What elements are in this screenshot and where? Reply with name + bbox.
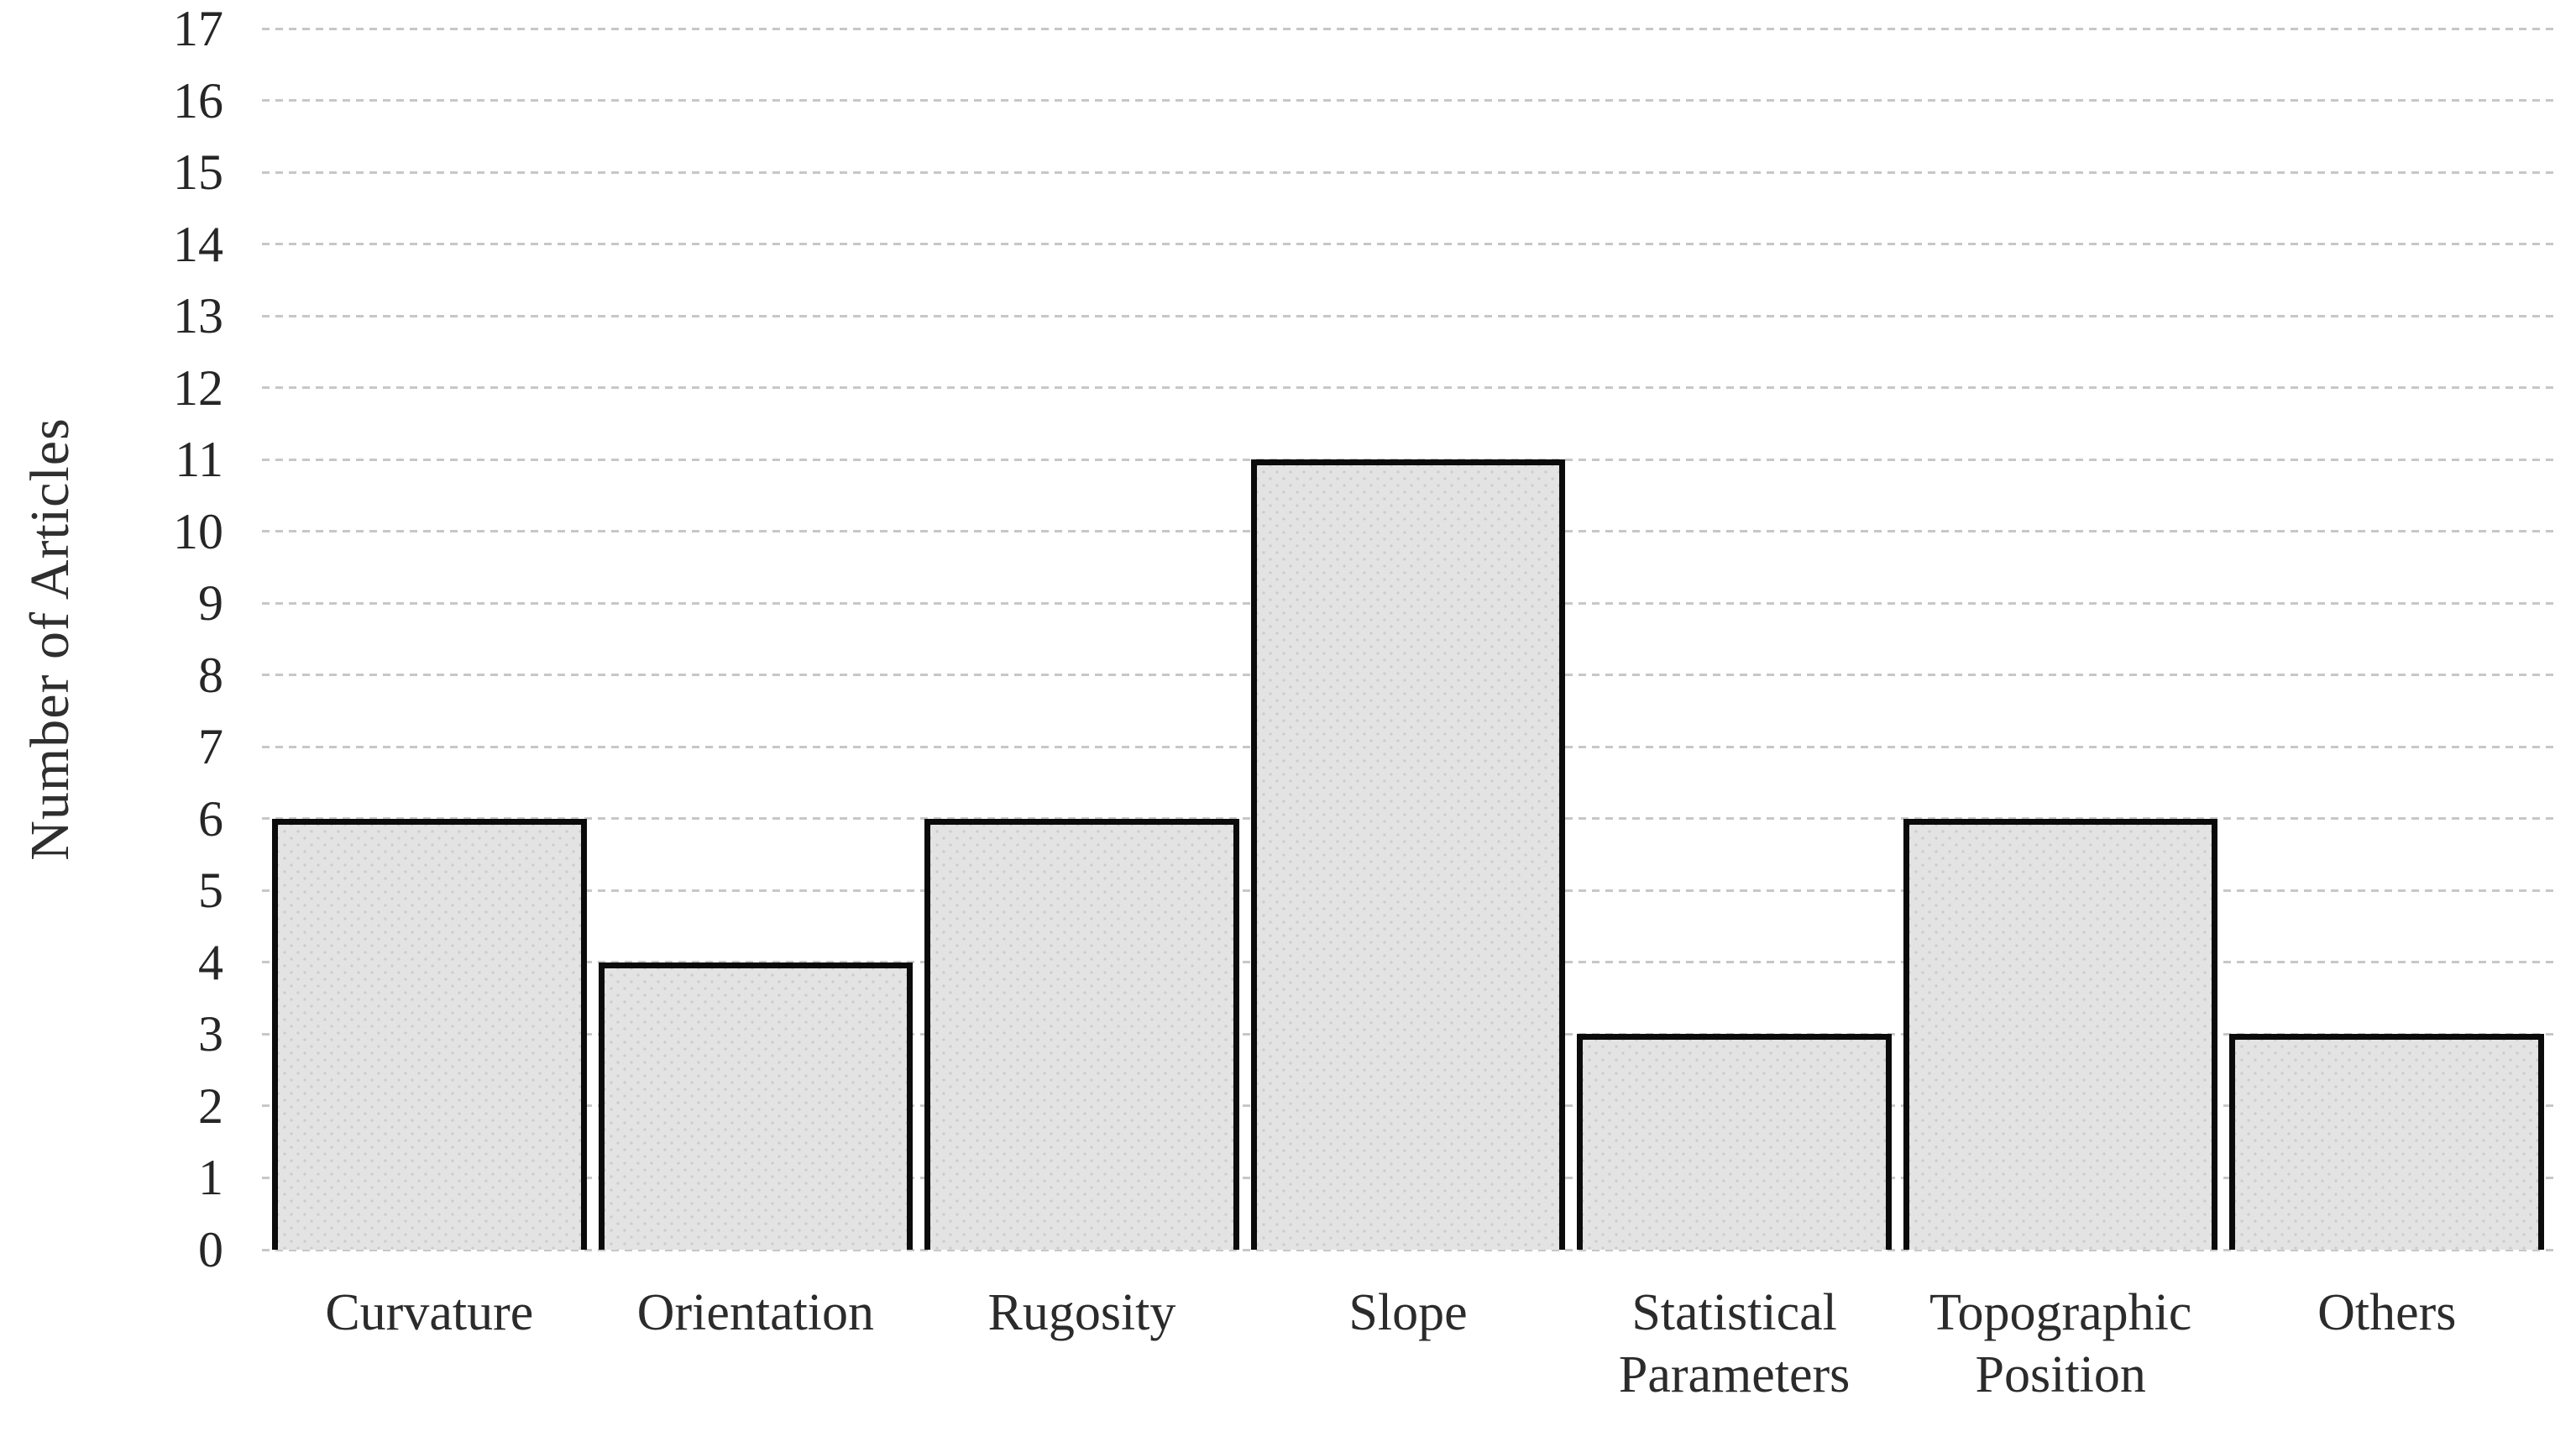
x-label-rugosity: Rugosity [987, 1284, 1176, 1341]
plot-area [262, 27, 2554, 1251]
y-tick-label-8: 8 [198, 647, 223, 703]
x-axis-labels: Curvature Orientation Rugosity Slope Statist… [262, 1282, 2554, 1406]
gridline-0 [262, 1248, 2554, 1251]
y-tick-label-5: 5 [198, 863, 223, 919]
bar-orientation [598, 962, 914, 1250]
x-label-curvature: Curvature [325, 1284, 534, 1341]
y-tick-label-15: 15 [173, 144, 223, 201]
x-label-orientation: Orientation [636, 1284, 875, 1341]
y-tick-label-3: 3 [198, 1006, 223, 1062]
x-label-statistical-parameters: Statistical Parameters [1618, 1284, 1851, 1403]
y-tick-label-0: 0 [198, 1222, 223, 1277]
y-tick-label-12: 12 [173, 359, 223, 416]
gridline-15 [262, 170, 2554, 174]
x-label-others: Others [2317, 1284, 2457, 1341]
bar-topographic-position [1903, 818, 2218, 1250]
y-tick-label-16: 16 [173, 72, 223, 128]
gridline-13 [262, 314, 2554, 317]
y-tick-label-7: 7 [198, 719, 223, 775]
bar-statistical-parameters [1577, 1034, 1892, 1250]
gridline-17 [262, 27, 2554, 30]
gridline-14 [262, 243, 2554, 246]
gridline-12 [262, 386, 2554, 390]
y-tick-label-11: 11 [175, 432, 223, 488]
y-tick-label-14: 14 [173, 216, 223, 272]
y-tick-label-17: 17 [173, 1, 223, 56]
y-tick-label-10: 10 [173, 503, 223, 559]
x-label-slope: Slope [1348, 1284, 1468, 1341]
bar-slope [1250, 459, 1566, 1250]
bars-row [262, 29, 2554, 1250]
bar-others [2229, 1034, 2545, 1250]
y-tick-label-4: 4 [198, 934, 223, 990]
y-tick-label-2: 2 [198, 1078, 223, 1134]
bar-rugosity [924, 818, 1239, 1250]
y-tick-label-1: 1 [198, 1150, 223, 1206]
gridline-16 [262, 99, 2554, 102]
gridline-11 [262, 458, 2554, 461]
y-tick-label-6: 6 [198, 790, 223, 847]
x-label-topographic-position: Topographic Position [1929, 1284, 2192, 1403]
bar-curvature [272, 818, 587, 1250]
y-tick-label-13: 13 [173, 288, 223, 344]
y-axis-tick-labels: 0 1 2 3 4 5 6 7 8 9 10 11 12 13 14 15 16 17 [0, 1, 228, 1277]
y-tick-label-9: 9 [198, 575, 223, 632]
